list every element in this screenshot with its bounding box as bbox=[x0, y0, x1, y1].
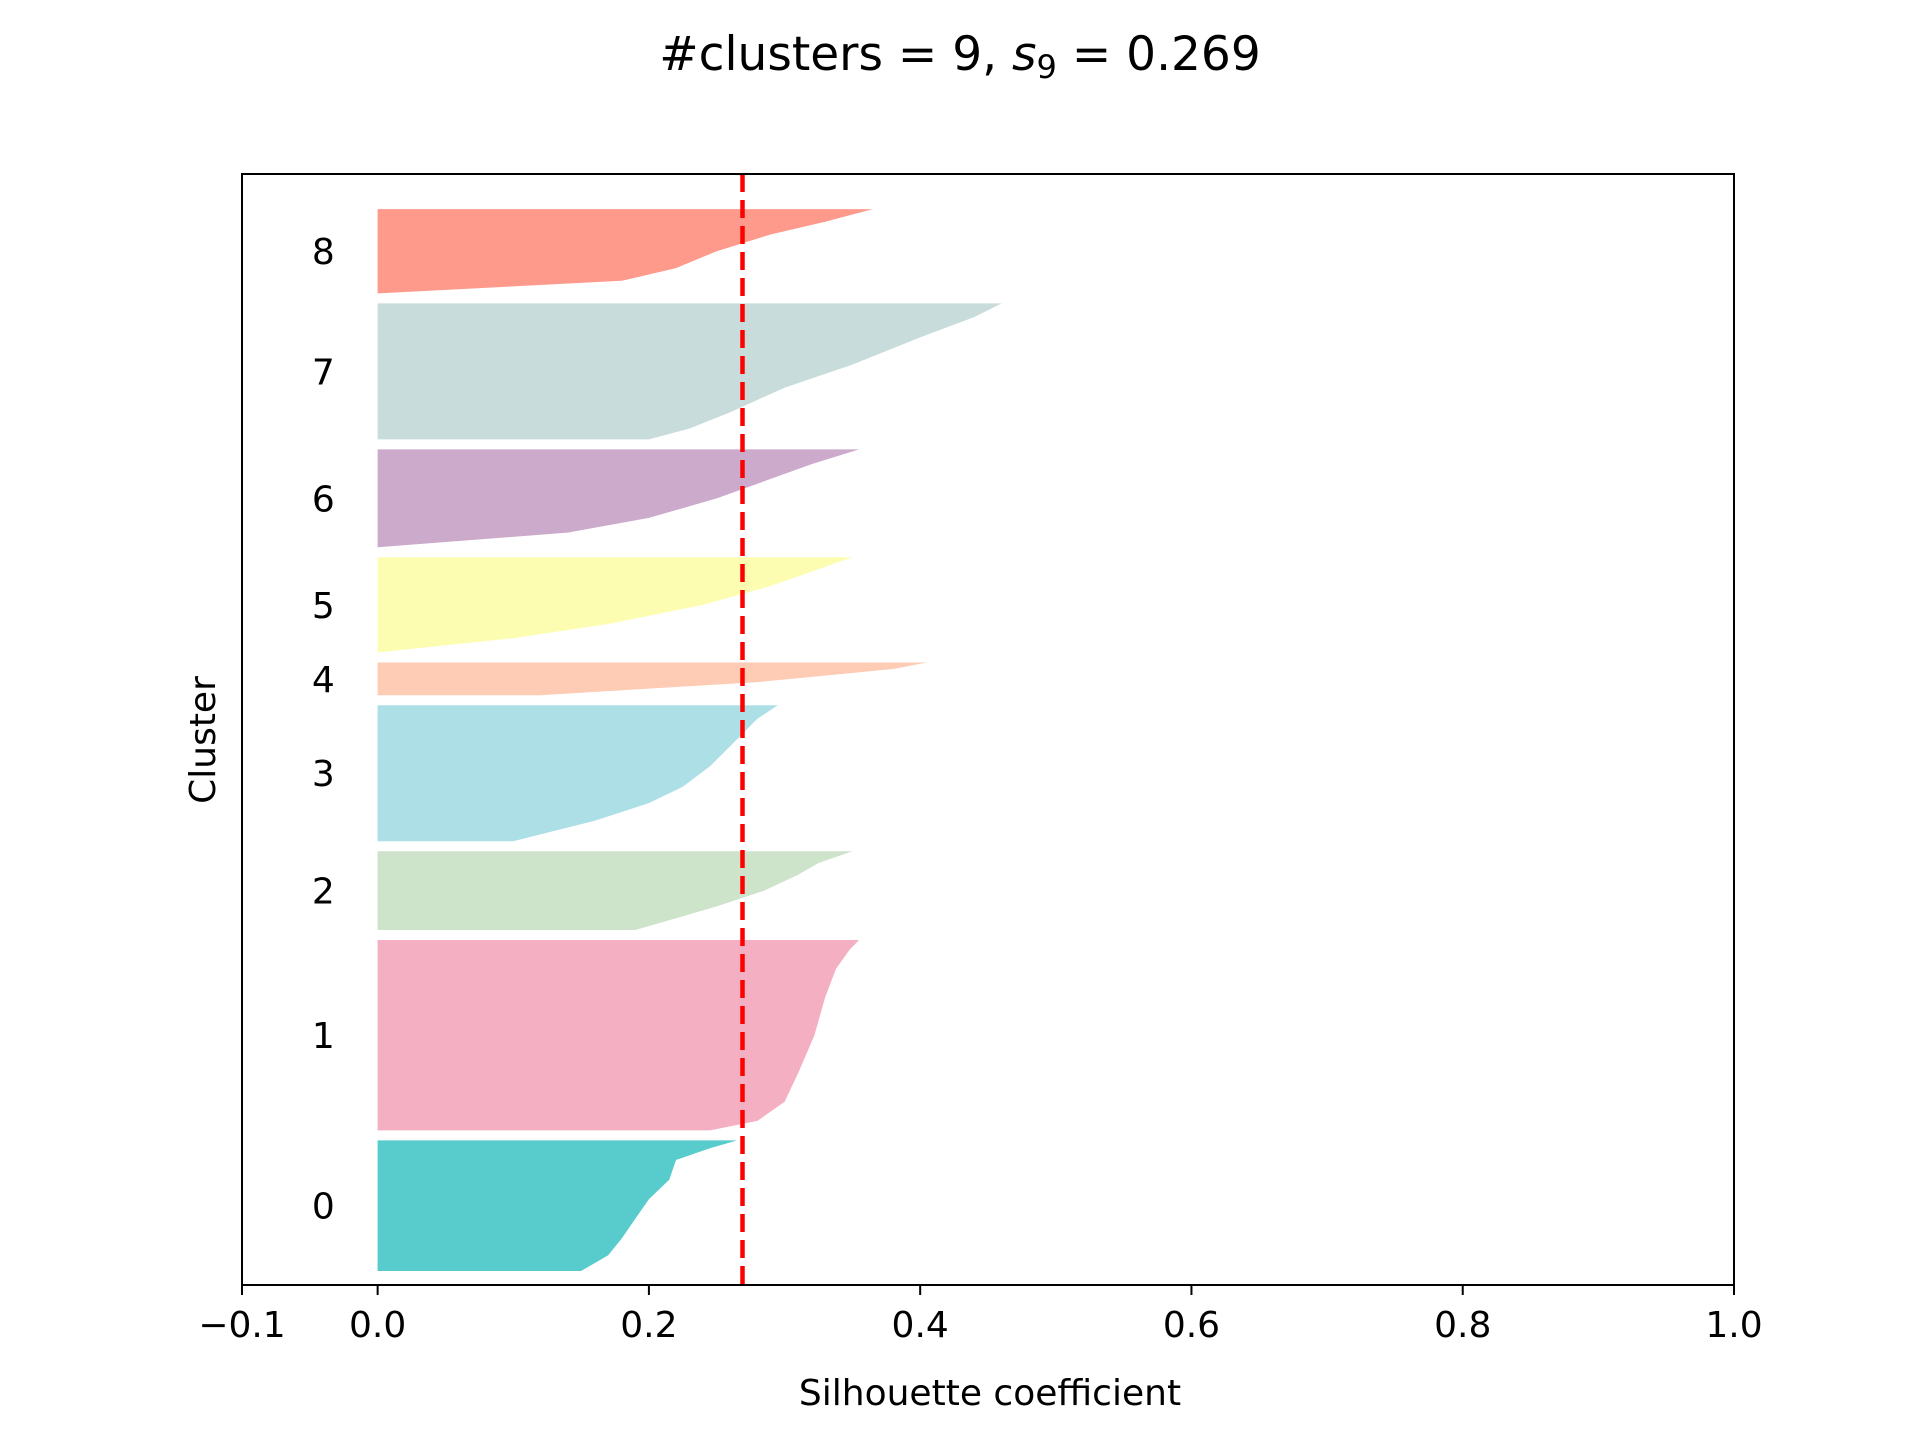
cluster-label-0: 0 bbox=[312, 1187, 335, 1228]
cluster-label-5: 5 bbox=[312, 586, 335, 627]
cluster-label-7: 7 bbox=[312, 352, 335, 393]
title-subscript: 9 bbox=[1037, 48, 1057, 86]
title-suffix: = 0.269 bbox=[1057, 27, 1261, 82]
silhouette-band-cluster-6 bbox=[377, 449, 860, 548]
silhouette-band-cluster-7 bbox=[377, 303, 1002, 440]
cluster-label-3: 3 bbox=[312, 754, 335, 795]
silhouette-band-cluster-0 bbox=[377, 1140, 738, 1271]
x-axis-ticks: −0.1 0.0 0.2 0.4 0.6 0.8 1.0 bbox=[198, 1285, 1763, 1346]
x-axis-label: Silhouette coefficient bbox=[799, 1373, 1181, 1414]
silhouette-band-cluster-3 bbox=[377, 705, 778, 842]
silhouette-band-cluster-5 bbox=[377, 557, 853, 653]
x-tick-label: 1.0 bbox=[1705, 1305, 1762, 1346]
x-tick-label: 0.6 bbox=[1163, 1305, 1220, 1346]
title-prefix: #clusters = 9, bbox=[659, 27, 1012, 82]
title-s-symbol: s bbox=[1012, 27, 1037, 82]
cluster-labels: 0 1 2 3 4 5 6 7 8 bbox=[312, 232, 335, 1227]
cluster-label-1: 1 bbox=[312, 1016, 335, 1057]
silhouette-band-cluster-2 bbox=[377, 851, 853, 930]
chart-title: #clusters = 9, s9 = 0.269 bbox=[659, 27, 1260, 86]
x-tick-label: 0.4 bbox=[892, 1305, 949, 1346]
x-tick-label: 0.2 bbox=[620, 1305, 677, 1346]
y-axis-label: Cluster bbox=[183, 676, 224, 804]
silhouette-bands bbox=[377, 209, 1002, 1271]
silhouette-band-cluster-8 bbox=[377, 209, 873, 294]
cluster-label-2: 2 bbox=[312, 872, 335, 913]
x-tick-label: −0.1 bbox=[198, 1305, 285, 1346]
x-tick-label: 0.0 bbox=[349, 1305, 406, 1346]
plot-frame bbox=[241, 173, 1735, 1286]
silhouette-band-cluster-1 bbox=[377, 940, 860, 1131]
cluster-label-8: 8 bbox=[312, 232, 335, 273]
cluster-label-6: 6 bbox=[312, 479, 335, 520]
silhouette-band-cluster-4 bbox=[377, 662, 928, 696]
x-tick-label: 0.8 bbox=[1434, 1305, 1491, 1346]
cluster-label-4: 4 bbox=[312, 660, 335, 701]
